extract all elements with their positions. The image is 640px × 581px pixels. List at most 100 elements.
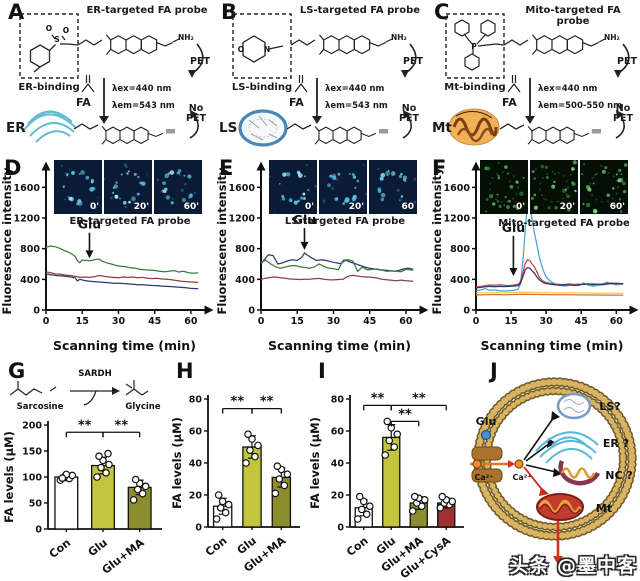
panel-letter-e: E [219,156,234,180]
inset-time-label: 0' [304,202,314,212]
svg-text:Ca²⁺: Ca²⁺ [513,473,532,482]
svg-text:800: 800 [235,244,255,255]
probe-structure-drawing-c: P [445,13,630,146]
svg-text:**: ** [115,418,129,433]
svg-text:SARDH: SARDH [78,369,111,379]
svg-text:O: O [46,24,52,33]
svg-text:Glu: Glu [86,536,110,559]
panel-i: I 0 20 40 60 80 Con Glu Glu+MA Glu+CysA ** ** ** FA … [306,359,470,581]
svg-text:40: 40 [189,459,203,470]
nh2-label: NH₂ [604,33,620,42]
inset-time-label: 20' [559,202,575,212]
svg-text:60: 60 [189,427,203,438]
svg-text:45: 45 [363,316,376,327]
panel-letter-d: D [4,156,22,180]
svg-text:Con: Con [47,536,73,561]
svg-text:P: P [471,42,477,51]
svg-text:Con: Con [203,534,229,559]
panel-f: F 0 400 800 1200 1600 0 15 30 45 60 Glu Scanning ti… [430,156,640,359]
svg-text:Glu: Glu [78,217,101,232]
svg-text:Scanning time (min): Scanning time (min) [53,338,196,353]
microscopy-insets: 0' 20' 60' [54,160,202,214]
svg-text:30: 30 [327,316,341,327]
inset-time-label: 60' [183,202,199,212]
svg-text:30: 30 [112,316,126,327]
panel-letter-i: I [318,359,326,383]
svg-text:20: 20 [331,491,345,502]
binding-label: Mt-binding [444,82,506,93]
microscopy-image: 60' [580,160,628,214]
svg-text:FA levels (μM): FA levels (μM) [170,417,184,509]
svg-text:100: 100 [22,473,42,484]
svg-text:60: 60 [399,316,413,327]
svg-text:**: ** [260,395,274,410]
svg-text:Con: Con [344,534,370,559]
calcium-channel-icon [470,446,515,483]
panel-e: E 0 400 800 1200 1600 0 15 30 45 60 Glu Scanning ti… [215,156,430,359]
svg-text:0: 0 [463,306,470,317]
svg-text:0: 0 [195,523,202,534]
line-chart-ls: 0 400 800 1200 1600 0 15 30 45 60 Glu Scanning time… [215,161,429,353]
svg-text:Sarcosine: Sarcosine [17,402,64,412]
panel-b: B [213,0,426,158]
inset-time-label: 20' [133,202,149,212]
inset-time-label: 60' [609,202,625,212]
svg-text:0: 0 [35,525,42,536]
binding-label: ER-binding [18,82,80,93]
svg-text:0: 0 [258,316,265,327]
svg-text:1600: 1600 [229,183,256,194]
er-organelle-icon [23,110,77,143]
svg-text:**: ** [78,418,92,433]
svg-text:50: 50 [29,499,43,510]
svg-text:Glu: Glu [293,212,316,227]
microscopy-insets: 0' 20' 60 [268,160,417,214]
panel-a: A [0,0,213,158]
emission-label: λem=543 nm [112,101,175,111]
panel-g: G Sarcosine SARDH Glycine 0 50 100 150 200 Con G… [0,359,168,581]
svg-text:1200: 1200 [14,214,41,225]
probe-name-label: LS-targeted FA probe [284,216,406,227]
svg-text:Fluorescence intensity: Fluorescence intensity [215,167,229,315]
inset-time-label: 0' [515,202,525,212]
svg-text:800: 800 [450,244,470,255]
probe-title: LS-targeted FA probe [299,5,421,16]
svg-text:Glu: Glu [476,415,497,428]
inset-time-label: 0' [89,202,99,212]
mito-organelle-icon [448,108,500,146]
microscopy-image: 20' [103,160,152,214]
svg-text:1200: 1200 [444,214,471,225]
probe-name-label: ER-targeted FA probe [69,216,191,227]
svg-text:FA levels (μM): FA levels (μM) [2,431,16,523]
svg-text:Glu: Glu [502,220,525,235]
pet-label: PET [617,56,637,67]
svg-text:O: O [63,26,69,35]
panel-letter-j: J [490,359,498,383]
probe-name-label: Mito-targeted FA probe [498,218,630,229]
no-pet-label: No PET [613,103,633,124]
svg-text:N: N [264,45,270,54]
svg-text:400: 400 [235,275,255,286]
svg-text:80: 80 [331,395,345,406]
mitochondria-icon [536,493,584,521]
excitation-label: λex=440 nm [538,84,598,94]
er-icon [535,431,599,464]
microscopy-image: 0' [268,160,317,214]
svg-text:0: 0 [33,306,40,317]
calcium-dot-in [514,459,524,469]
panel-d: D 0 400 800 1200 1600 0 15 30 45 60 Glu Scanning ti… [0,156,215,359]
svg-text:Glu+MA: Glu+MA [100,536,147,577]
excitation-label: λex=440 nm [112,84,172,94]
svg-text:15: 15 [291,316,304,327]
svg-text:30: 30 [540,316,554,327]
svg-text:15: 15 [76,316,89,327]
svg-text:45: 45 [148,316,161,327]
svg-text:0: 0 [473,316,480,327]
svg-text:0: 0 [43,316,50,327]
svg-text:1200: 1200 [229,214,256,225]
fa-label: FA [502,96,517,109]
no-pet-label: No PET [399,103,419,124]
